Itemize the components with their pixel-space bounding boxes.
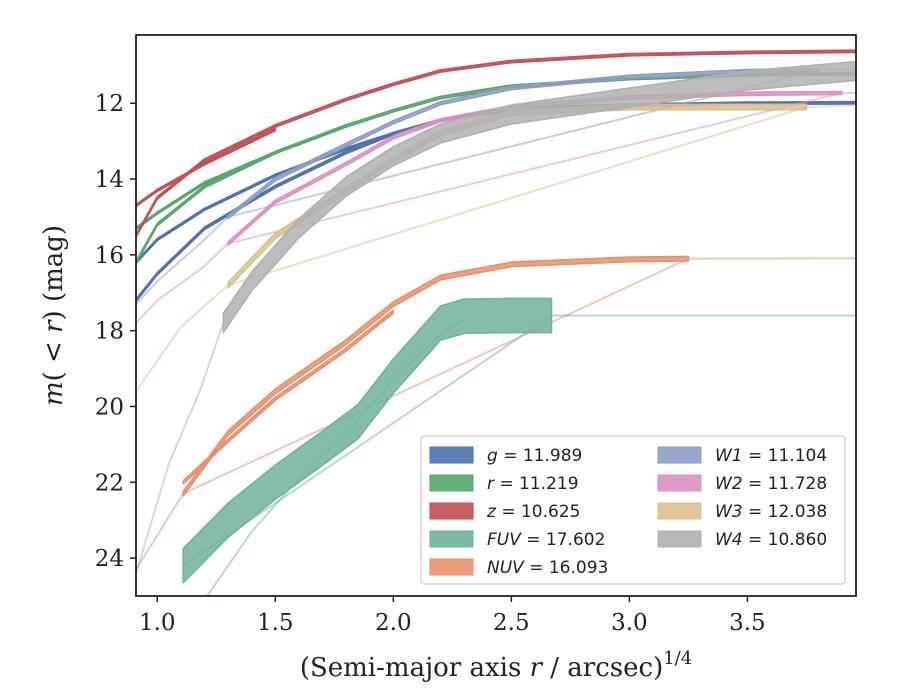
y-tick-label: 18	[95, 319, 124, 345]
legend-swatch	[657, 530, 702, 548]
y-tick-label: 20	[95, 394, 124, 420]
series-faint-line-fuv-outer	[205, 318, 465, 596]
series-band-w4	[222, 60, 856, 334]
x-tick-label: 1.0	[139, 610, 176, 636]
x-tick-label: 1.5	[257, 610, 294, 636]
series-band-g-inner	[136, 131, 395, 265]
y-axis-label: m( < r) (mag)	[39, 225, 69, 406]
legend-swatch	[657, 502, 702, 520]
legend: g = 11.989 r = 11.219 z = 10.625 FUV = 17.6…	[420, 435, 846, 585]
series-band-nuv	[182, 255, 690, 497]
y-tick-label: 16	[95, 243, 124, 269]
plot-frame	[135, 34, 857, 597]
series-faint-line-nuv	[136, 257, 856, 571]
series-band-z	[136, 49, 856, 238]
legend-entry: FUV = 17.602	[487, 530, 605, 550]
axis-ticks: 1.0 1.5 2.0 2.5 3.0 3.5 12 14 16 18 20 22 24	[95, 91, 766, 636]
legend-entry: W3 = 12.038	[715, 502, 827, 522]
legend-swatch	[429, 474, 474, 492]
series-band-r-inner	[136, 124, 347, 231]
legend-box	[420, 435, 846, 585]
series-band-z-inner	[136, 128, 277, 208]
legend-entry: W1 = 11.104	[715, 446, 827, 466]
x-tick-label: 3.0	[611, 610, 648, 636]
legend-entry: z = 10.625	[486, 502, 580, 522]
plot-area	[136, 49, 856, 596]
legend-entry: g = 11.989	[487, 446, 582, 466]
y-tick-label: 22	[95, 470, 124, 496]
series-faint-line-w4	[136, 322, 225, 574]
x-tick-label: 2.5	[493, 610, 530, 636]
series-band-nuv-inner	[182, 309, 395, 485]
legend-swatch	[657, 446, 702, 464]
legend-swatch	[429, 558, 474, 576]
legend-entry: r = 11.219	[487, 474, 579, 494]
y-tick-label: 24	[95, 546, 124, 572]
legend-swatch	[429, 446, 474, 464]
legend-entry: W2 = 11.728	[715, 474, 827, 494]
x-tick-label: 2.0	[375, 610, 412, 636]
series-band-r	[136, 71, 856, 265]
y-tick-label: 12	[95, 91, 124, 117]
legend-swatch	[657, 474, 702, 492]
x-tick-label: 3.5	[729, 610, 766, 636]
legend-entry: W4 = 10.860	[715, 530, 827, 550]
series-band-fuv	[182, 297, 553, 584]
y-tick-label: 14	[95, 167, 124, 193]
series-band-g	[136, 100, 856, 303]
series-faint-line-w2	[136, 92, 856, 324]
legend-swatch	[429, 530, 474, 548]
x-axis-label: (Semi-major axis r / arcsec)1/4	[300, 648, 692, 683]
series-band-w2	[227, 90, 843, 246]
legend-entry: NUV = 16.093	[487, 558, 608, 578]
legend-swatch	[429, 502, 474, 520]
